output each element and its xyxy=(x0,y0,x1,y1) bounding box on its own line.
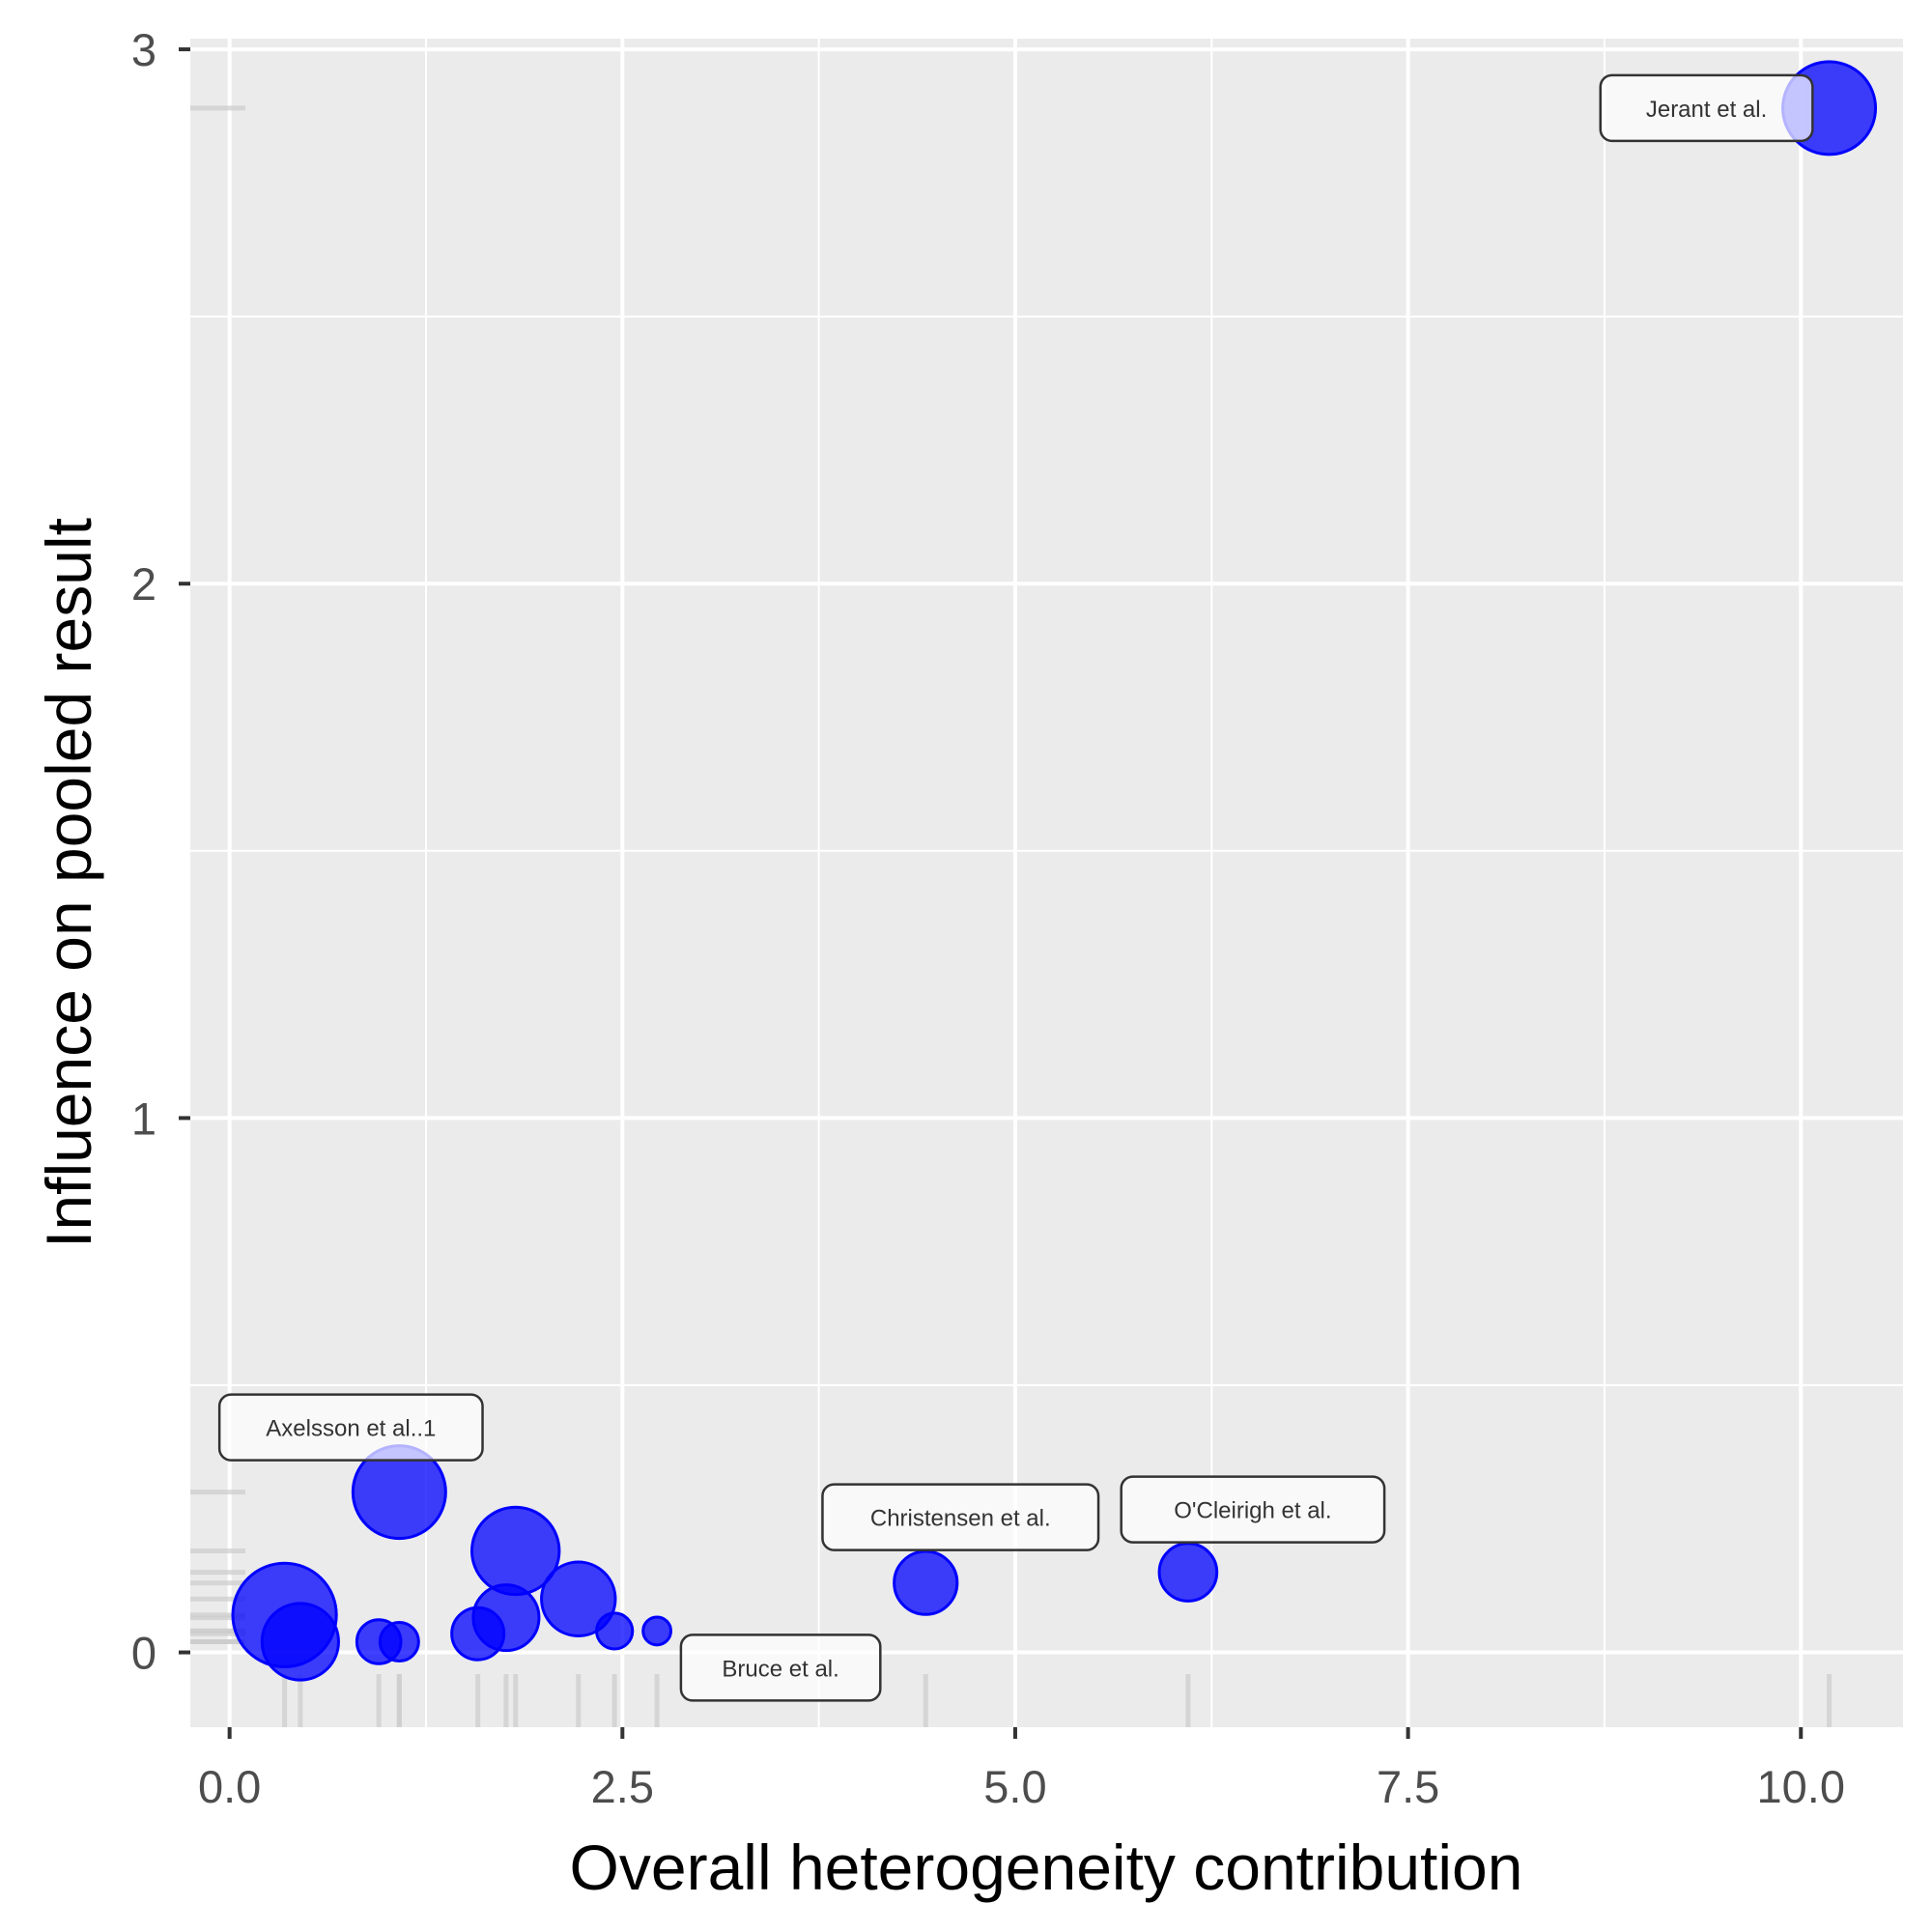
point-label-box xyxy=(821,1483,1100,1551)
point-label: Axelsson et al..1 xyxy=(217,1393,484,1462)
data-point xyxy=(450,1605,506,1662)
point-label: O'Cleirigh et al. xyxy=(1120,1475,1386,1544)
data-point xyxy=(893,1549,959,1616)
grid-minor xyxy=(190,39,1903,1727)
y-tick-label: 3 xyxy=(131,24,156,75)
point-label: Christensen et al. xyxy=(821,1483,1100,1551)
x-tick-label: 0.0 xyxy=(198,1761,261,1812)
point-label: Bruce et al. xyxy=(679,1634,882,1702)
point-label-text: Christensen et al. xyxy=(870,1506,1051,1532)
data-point xyxy=(260,1602,340,1682)
x-axis: 0.0 2.5 5.0 7.5 10.0 xyxy=(198,1727,1845,1812)
y-tick-label: 0 xyxy=(131,1628,156,1679)
point-label-text: Axelsson et al..1 xyxy=(266,1416,436,1442)
y-axis: 0 1 2 3 xyxy=(131,24,190,1679)
data-point xyxy=(540,1560,617,1637)
x-tick-label: 5.0 xyxy=(983,1761,1046,1812)
point-label-text: Jerant et al. xyxy=(1646,97,1767,123)
point-label: Jerant et al. xyxy=(1599,73,1814,143)
x-tick-label: 2.5 xyxy=(591,1761,654,1812)
y-axis-title: Influence on pooled result xyxy=(33,518,104,1248)
point-label-box xyxy=(1599,73,1814,143)
x-axis-title: Overall heterogeneity contribution xyxy=(570,1832,1523,1903)
grid-major xyxy=(190,39,1903,1727)
plot-panel xyxy=(190,39,1903,1727)
point-label-box xyxy=(1120,1475,1386,1544)
point-label-box xyxy=(217,1393,484,1462)
y-tick-label: 2 xyxy=(131,558,156,610)
data-point xyxy=(641,1615,673,1647)
x-tick-label: 10.0 xyxy=(1757,1761,1845,1812)
data-point xyxy=(378,1620,420,1662)
data-point xyxy=(595,1611,635,1651)
point-label-text: O'Cleirigh et al. xyxy=(1174,1498,1331,1524)
point-label-text: Bruce et al. xyxy=(722,1656,838,1682)
point-annotations: Jerant et al. Axelsson et al..1 Bruce et a… xyxy=(217,73,1814,1702)
y-tick-label: 1 xyxy=(131,1093,156,1144)
data-point xyxy=(1157,1542,1219,1603)
point-label-box xyxy=(679,1634,882,1702)
x-tick-label: 7.5 xyxy=(1377,1761,1439,1812)
